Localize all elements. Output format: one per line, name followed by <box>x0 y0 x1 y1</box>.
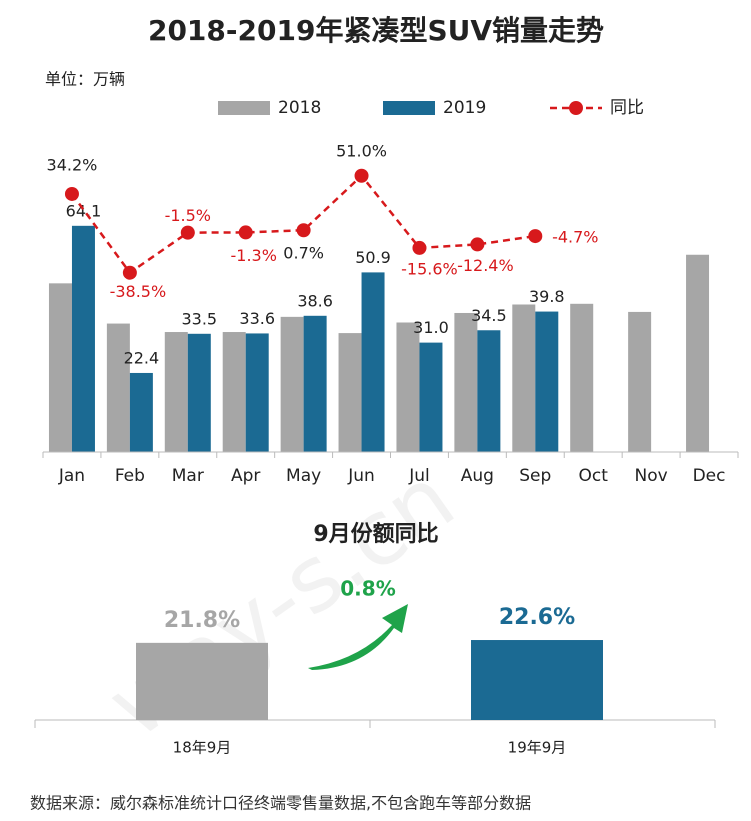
bar <box>361 272 385 452</box>
unit-label: 单位：万辆 <box>45 70 125 89</box>
x-tick-label: Aug <box>461 466 494 486</box>
x-tick-label: 19年9月 <box>508 739 567 757</box>
data-label: 33.5 <box>181 309 217 328</box>
data-label: 34.2% <box>47 155 98 174</box>
bar <box>48 283 72 452</box>
x-tick-label: 18年9月 <box>173 739 232 757</box>
legend-marker <box>569 101 583 115</box>
data-label: 50.9 <box>355 248 391 267</box>
x-tick-label: Apr <box>231 466 260 486</box>
bar <box>628 311 652 452</box>
x-tick-label: Jan <box>58 466 85 486</box>
bar <box>338 333 362 452</box>
bar <box>419 342 443 452</box>
x-tick-label: May <box>286 466 321 486</box>
x-tick-label: Oct <box>579 466 609 486</box>
x-tick-label: Dec <box>693 466 726 486</box>
bar <box>303 315 327 452</box>
line-point <box>122 265 137 280</box>
data-label: -15.6% <box>401 259 458 278</box>
bar <box>535 311 559 452</box>
data-label: 39.8 <box>529 287 565 306</box>
legend-label: 2019 <box>443 98 486 118</box>
data-label: 0.7% <box>283 244 324 263</box>
chart-title: 9月份额同比 <box>313 522 438 547</box>
bar <box>245 333 269 452</box>
line <box>70 173 536 275</box>
legend-label: 2018 <box>278 98 321 118</box>
line-point <box>354 168 369 183</box>
line-point <box>412 240 427 255</box>
bar <box>477 330 501 452</box>
chart-title: 2018-2019年紧凑型SUV销量走势 <box>148 14 604 47</box>
source-note: 数据来源：威尔森标准统计口径终端零售量数据,不包含跑车等部分数据 <box>30 794 531 813</box>
bar <box>512 304 536 452</box>
bar <box>280 316 304 452</box>
bar <box>570 303 594 452</box>
line-point <box>528 229 543 244</box>
data-label: 31.0 <box>413 318 449 337</box>
bar <box>164 332 188 452</box>
arrow <box>308 604 408 670</box>
data-label: 64.1 <box>66 201 102 220</box>
bar <box>106 323 130 452</box>
bar <box>471 640 603 720</box>
legend-swatch <box>218 101 270 115</box>
bar <box>71 225 95 452</box>
x-tick-label: Sep <box>519 466 551 486</box>
line-point <box>296 223 311 238</box>
legend-swatch <box>383 101 435 115</box>
legend-label: 同比 <box>610 98 644 118</box>
x-tick-label: Feb <box>115 466 145 486</box>
bar <box>454 312 478 452</box>
line-point <box>470 237 485 252</box>
line-point <box>180 225 195 240</box>
data-label: 22.4 <box>124 348 160 367</box>
data-label: -1.3% <box>230 246 276 265</box>
bar <box>222 332 246 452</box>
x-tick-label: Jul <box>408 466 430 486</box>
x-tick-label: Nov <box>635 466 668 486</box>
line-point <box>238 225 253 240</box>
bar <box>686 254 710 452</box>
data-label: 21.8% <box>164 608 240 633</box>
data-label: 33.6 <box>239 309 275 328</box>
data-label: 38.6 <box>297 291 333 310</box>
data-label: 34.5 <box>471 306 507 325</box>
data-label: -1.5% <box>165 206 211 225</box>
bar <box>129 372 153 452</box>
x-tick-label: Jun <box>347 466 375 486</box>
data-label: -4.7% <box>552 228 598 247</box>
x-tick-label: Mar <box>172 466 204 486</box>
data-label: -12.4% <box>457 256 514 275</box>
data-label: 22.6% <box>499 605 575 630</box>
data-label: 51.0% <box>336 141 387 160</box>
data-label: -38.5% <box>110 282 167 301</box>
bar <box>187 333 211 452</box>
bar <box>396 322 420 452</box>
line-point <box>64 186 79 201</box>
annotation: 0.8% <box>340 577 395 601</box>
bar <box>136 642 268 720</box>
